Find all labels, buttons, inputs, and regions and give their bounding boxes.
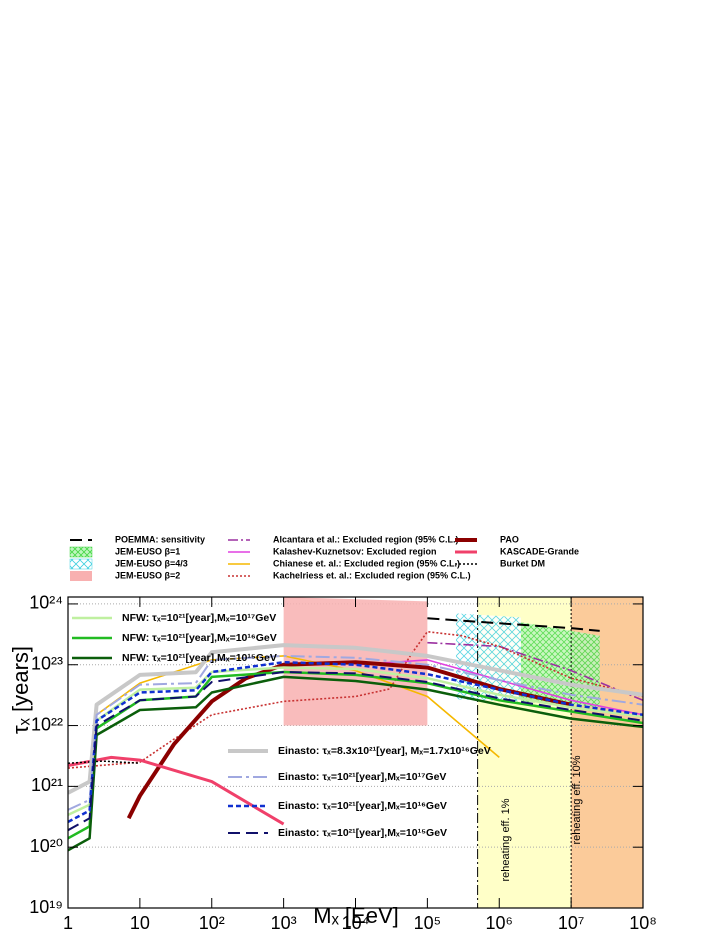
x-tick-label: 10⁸ [629,913,657,933]
series-line [427,641,643,702]
series-line [96,655,500,759]
legend-label: Kachelriess et. al.: Excluded region (95… [273,570,471,580]
legend-label: NFW: τₓ=10²¹[year],Mₓ=10¹⁵GeV [122,652,277,664]
series-line [68,660,643,824]
series-line [126,660,572,820]
y-tick-label: 10¹⁹ [29,897,63,917]
y-axis-label: τₓ [years] [8,646,33,734]
legend-label: Einasto: τₓ=8.3x10²¹[year], Mₓ=1.7x10¹⁶G… [278,745,491,757]
x-tick-label: 1 [63,913,73,933]
y-tick-label: 10²⁴ [29,593,63,613]
legend-label: Alcantara et al.: Excluded region (95% C… [273,534,459,544]
x-tick-label: 10⁷ [558,913,585,933]
legend-label: Kalashev-Kuznetsov: Excluded region [273,546,437,556]
x-tick-label: 10 [130,913,150,933]
legend-label: JEM-EUSO β=1 [115,546,180,556]
x-tick-label: 10⁴ [342,913,370,933]
overlay: reheating eff. 1% reheating eff. 10% NFW: … [67,597,644,909]
frame [67,596,644,909]
legend-label: Burket DM [500,558,545,568]
legend-label: JEM-EUSO β=2 [115,570,180,580]
legend-swatch [69,546,93,558]
series-line [68,671,643,832]
series-line [427,617,600,632]
legend-label: NFW: τₓ=10²¹[year],Mₓ=10¹⁷GeV [122,612,276,624]
reheating-label: reheating eff. 1% [500,798,512,881]
y-tick-label: 10²⁰ [30,836,63,856]
plot-area [68,597,643,908]
reheating-label: reheating eff. 10% [571,755,583,844]
series-line [68,630,643,769]
y-tick-label: 10²² [31,714,63,734]
series-line [68,755,285,826]
legend-label: JEM-EUSO β=4/3 [115,558,188,568]
x-tick-label: 10³ [271,913,297,933]
legend-label: KASCADE-Grande [500,546,579,556]
legend-label: Einasto: τₓ=10²¹[year],Mₓ=10¹⁵GeV [278,827,447,839]
legend-label: Chianese et. al.: Excluded region (95% C… [273,558,460,568]
y-tick-label: 10²³ [31,653,63,673]
legend-label: NFW: τₓ=10²¹[year],Mₓ=10¹⁶GeV [122,632,277,644]
legend-label: Einasto: τₓ=10²¹[year],Mₓ=10¹⁷GeV [278,771,446,783]
legend-label: POEMMA: sensitivity [115,534,205,544]
legend-swatch [69,558,93,570]
x-tick-label: 10² [199,913,225,933]
x-tick-label: 10⁵ [414,913,441,933]
legend-swatch [70,571,92,581]
legend-label: PAO [500,534,519,544]
x-axis-label: Mₓ [EeV] [313,903,398,928]
legend-label: Einasto: τₓ=10²¹[year],Mₓ=10¹⁶GeV [278,800,447,812]
y-tick-label: 10²¹ [31,775,63,795]
x-tick-label: 10⁶ [486,913,513,933]
